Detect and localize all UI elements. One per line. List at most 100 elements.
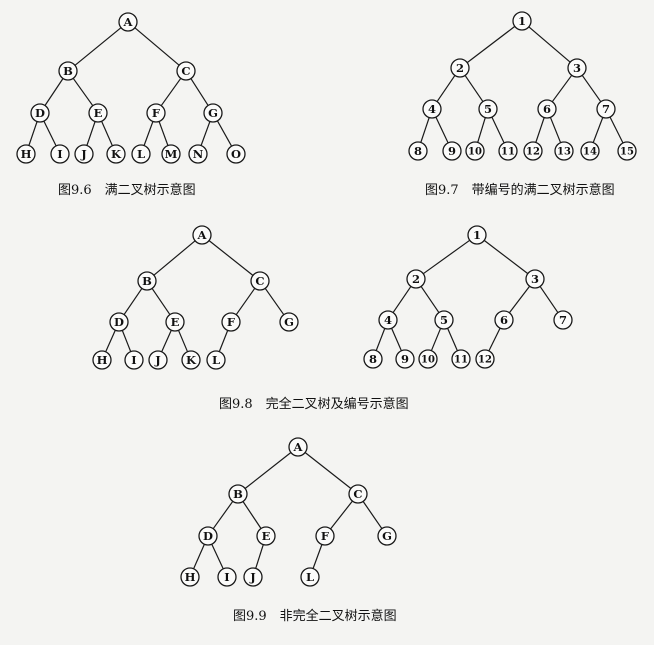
node-label: B [142, 274, 152, 288]
edge-D-I [211, 543, 224, 570]
edge-D-H [105, 329, 116, 353]
edge-5-10 [477, 117, 486, 143]
node-label: 2 [456, 61, 464, 75]
tree-node-L: L [300, 567, 320, 587]
node-circle [408, 141, 428, 161]
node-label: B [233, 487, 243, 501]
edge-2-4 [436, 75, 456, 102]
edge-B-D [123, 288, 143, 315]
node-circle [567, 58, 587, 78]
tree-node-I: I [217, 567, 237, 587]
tree-node-H: H [16, 144, 36, 164]
edge-C-G [264, 287, 285, 316]
tree-node-5: 5 [434, 310, 454, 330]
edge-D-I [43, 120, 57, 147]
node-label: F [152, 106, 161, 120]
tree-node-3: 3 [525, 269, 545, 289]
node-label: 3 [573, 61, 581, 75]
node-circle [124, 350, 144, 370]
node-label: N [193, 147, 204, 161]
node-label: 15 [620, 147, 634, 158]
edge-B-D [44, 78, 64, 106]
edge-C-G [190, 78, 209, 106]
tree-node-11: 11 [451, 349, 471, 369]
node-label: 8 [414, 144, 422, 158]
node-circle [256, 526, 276, 546]
edge-4-9 [391, 328, 402, 351]
node-label: 1 [518, 14, 526, 28]
node-label: G [284, 315, 294, 329]
edge-B-E [151, 288, 171, 315]
node-label: 11 [501, 147, 515, 158]
node-label: L [306, 570, 314, 584]
node-circle [137, 271, 157, 291]
node-circle [498, 141, 518, 161]
edge-C-F [160, 77, 182, 107]
node-circle [131, 144, 151, 164]
tree-fig-9-9: A B C D E F G H I J L [180, 437, 397, 587]
node-label: M [165, 147, 178, 161]
node-circle [198, 526, 218, 546]
node-circle [221, 312, 241, 332]
tree-node-A: A [118, 12, 138, 32]
node-circle [553, 310, 573, 330]
node-circle [50, 144, 70, 164]
node-label: H [21, 147, 32, 161]
tree-node-5: 5 [478, 99, 498, 119]
edge-B-D [212, 500, 234, 530]
node-circle [450, 58, 470, 78]
edge-G-N [200, 121, 211, 146]
edge-B-E [242, 501, 262, 529]
node-label: F [321, 529, 330, 543]
node-label: H [185, 570, 196, 584]
edge-1-2 [466, 25, 516, 64]
node-label: B [63, 64, 73, 78]
node-label: C [353, 487, 362, 501]
node-circle [250, 271, 270, 291]
tree-node-K: K [181, 350, 201, 370]
node-label: L [137, 147, 145, 161]
edge-2-5 [464, 75, 484, 102]
node-circle [106, 144, 126, 164]
node-circle [523, 141, 543, 161]
tree-node-N: N [188, 144, 208, 164]
node-circle [378, 310, 398, 330]
edge-E-K [177, 330, 189, 352]
edge-B-E [72, 77, 94, 107]
edge-6-12 [535, 117, 545, 143]
edge-E-J [161, 329, 172, 353]
tree-node-12: 12 [475, 349, 495, 369]
node-circle [478, 99, 498, 119]
node-label: C [181, 64, 190, 78]
tree-node-C: C [176, 61, 196, 81]
node-label: 8 [369, 352, 377, 366]
node-circle [554, 141, 574, 161]
edge-4-9 [435, 116, 449, 144]
edge-D-H [193, 543, 205, 570]
node-circle [206, 350, 226, 370]
tree-node-3: 3 [567, 58, 587, 78]
tree-node-15: 15 [617, 141, 637, 161]
tree-node-6: 6 [494, 310, 514, 330]
node-circle [525, 269, 545, 289]
tree-node-H: H [92, 350, 112, 370]
tree-node-M: M [161, 144, 181, 164]
edge-1-3 [483, 239, 529, 275]
node-label: 7 [602, 102, 610, 116]
edge-E-K [101, 120, 113, 147]
edge-F-L [218, 330, 229, 352]
tree-fig-9-6: A B C D E F G H I J K L M N O [16, 12, 246, 164]
edge-7-15 [609, 116, 624, 144]
tree-node-10: 10 [465, 141, 485, 161]
node-label: D [114, 315, 124, 329]
tree-node-G: G [203, 103, 223, 123]
node-circle [580, 141, 600, 161]
edge-2-5 [420, 286, 440, 313]
edge-C-G [362, 501, 383, 529]
tree-node-B: B [58, 61, 78, 81]
node-label: 3 [531, 272, 539, 286]
tree-node-L: L [131, 144, 151, 164]
edge-6-12 [488, 327, 501, 352]
node-circle [348, 484, 368, 504]
tree-node-F: F [221, 312, 241, 332]
